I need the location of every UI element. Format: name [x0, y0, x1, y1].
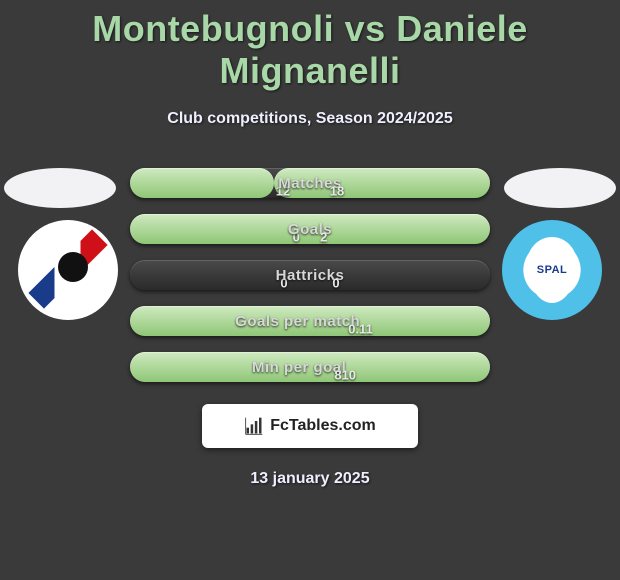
left-team-badge [18, 220, 118, 320]
stat-value-right: 18 [330, 183, 344, 198]
comparison-content: SPAL 12Matches18 0Goals2 0Hattricks0 Goals … [0, 168, 620, 488]
right-badge-label: SPAL [537, 264, 568, 276]
page-title: Montebugnoli vs Daniele Mignanelli [0, 0, 620, 92]
left-badge-shield [36, 230, 100, 310]
stat-rows: 12Matches18 0Goals2 0Hattricks0 Goals per m… [130, 168, 490, 382]
stat-value-right: 0 [332, 275, 339, 290]
left-badge-head-icon [58, 252, 88, 282]
stat-value-right: 0.11 [348, 321, 373, 336]
stat-fill-left [130, 168, 274, 198]
right-ellipse [504, 168, 616, 208]
right-badge-shield: SPAL [527, 237, 577, 303]
stat-value-right: 2 [320, 229, 327, 244]
brand-pill[interactable]: FcTables.com [202, 404, 418, 448]
stat-value-right: 810 [334, 367, 356, 382]
right-team-badge: SPAL [502, 220, 602, 320]
left-ellipse [4, 168, 116, 208]
stat-row: 0Goals2 [130, 214, 490, 244]
stat-label: Goals per match [235, 313, 360, 330]
stat-row: 0Hattricks0 [130, 260, 490, 290]
stat-row: 12Matches18 [130, 168, 490, 198]
subtitle: Club competitions, Season 2024/2025 [0, 110, 620, 128]
brand-text: FcTables.com [270, 417, 376, 435]
chart-icon [244, 416, 264, 436]
date-text: 13 january 2025 [0, 470, 620, 488]
stat-row: Min per goal810 [130, 352, 490, 382]
stat-row: Goals per match0.11 [130, 306, 490, 336]
stat-label: Min per goal [252, 359, 346, 376]
